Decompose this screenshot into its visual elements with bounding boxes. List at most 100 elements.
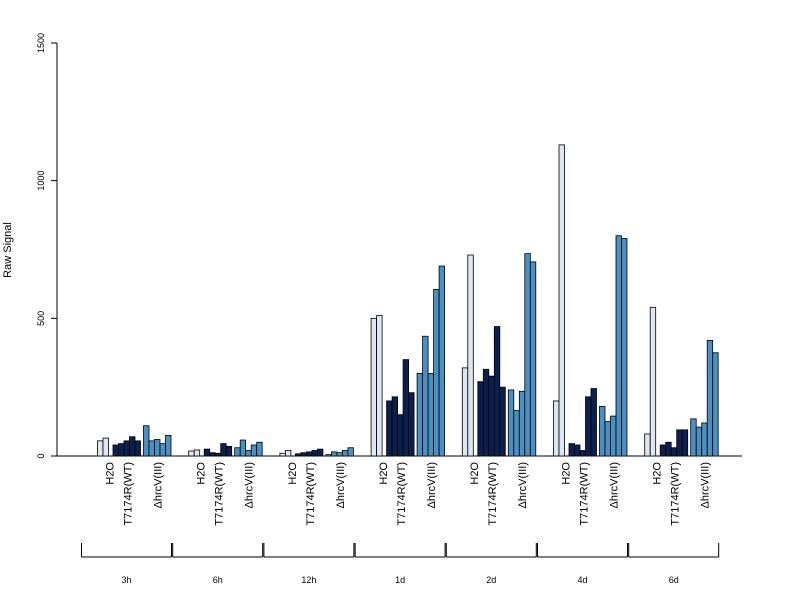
bar-2d-hrcv-1 (507, 389, 515, 457)
bar-3h-h2o-1 (97, 440, 104, 457)
bar-1d-wt-4 (402, 359, 410, 457)
bar-6d-h2o-1 (644, 433, 651, 457)
group-label-6h: 6h (213, 575, 223, 585)
bar-1d-h2o-1 (370, 317, 378, 457)
bar-6d-wt-5 (681, 429, 689, 457)
x-tick-label-hrcv: ΔhrcV(III) (152, 462, 164, 508)
bar-2d-wt-4 (493, 326, 501, 457)
bar-4d-wt-3 (579, 450, 586, 457)
bar-12h-hrcv-2 (330, 451, 338, 457)
group-label-3h: 3h (121, 575, 131, 585)
bar-6h-wt-4 (220, 443, 227, 457)
bar-3h-wt-1 (112, 444, 119, 457)
bar-2d-h2o-2 (467, 254, 474, 457)
x-tick-label-wt: T7174R(WT) (578, 462, 590, 526)
y-tick-label: 0 (36, 453, 46, 458)
bar-2d-wt-1 (477, 381, 484, 457)
bar-6d-hrcv-5 (712, 352, 719, 457)
bar-1d-hrcv-1 (416, 372, 424, 457)
x-tick-label-wt: T7174R(WT) (670, 462, 682, 526)
bar-2d-hrcv-2 (513, 410, 520, 457)
x-tick-label-hrcv: ΔhrcV(III) (426, 462, 438, 508)
x-tick-label-wt: T7174R(WT) (214, 462, 226, 526)
bar-12h-wt-1 (294, 453, 302, 457)
bar-6d-hrcv-4 (706, 339, 714, 457)
bar-12h-h2o-2 (284, 450, 292, 457)
x-tick-label-h2o: H2O (104, 462, 116, 485)
x-tick-label-wt: T7174R(WT) (487, 462, 499, 526)
bar-2d-wt-2 (482, 368, 490, 457)
bar-2d-wt-3 (488, 375, 495, 457)
bar-6d-h2o-2 (649, 306, 657, 457)
bar-4d-wt-4 (585, 396, 592, 457)
bar-4d-wt-5 (590, 388, 597, 457)
x-tick-label-h2o: H2O (560, 462, 572, 485)
bar-3h-h2o-2 (102, 437, 109, 457)
bar-4d-hrcv-5 (621, 238, 628, 457)
bar-3h-hrcv-2 (148, 440, 155, 457)
bar-1d-wt-1 (386, 400, 393, 457)
x-tick-label-h2o: H2O (378, 462, 390, 485)
y-axis-label: Raw Signal (2, 222, 14, 278)
bar-12h-hrcv-4 (341, 450, 349, 457)
bar-12h-hrcv-5 (347, 447, 354, 457)
bar-6h-hrcv-5 (256, 441, 263, 457)
x-tick-label-hrcv: ΔhrcV(III) (517, 462, 529, 508)
bar-3h-hrcv-4 (159, 443, 166, 457)
bar-6h-wt-1 (203, 448, 211, 457)
bar-1d-wt-2 (391, 396, 399, 457)
bar-3h-wt-5 (134, 440, 141, 457)
bar-1d-hrcv-3 (427, 372, 435, 457)
bar-3h-hrcv-1 (143, 425, 150, 457)
bar-4d-hrcv-2 (604, 421, 611, 457)
bar-6d-wt-2 (665, 441, 672, 457)
bar-1d-hrcv-5 (438, 265, 446, 457)
bar-12h-wt-2 (300, 452, 307, 457)
bar-6d-wt-3 (670, 447, 678, 457)
x-tick-label-hrcv: ΔhrcV(III) (244, 462, 256, 508)
x-tick-label-h2o: H2O (652, 462, 664, 485)
bar-1d-hrcv-4 (433, 289, 440, 457)
x-tick-label-hrcv: ΔhrcV(III) (335, 462, 347, 508)
group-label-4d: 4d (577, 575, 587, 585)
bar-3h-wt-4 (129, 436, 136, 457)
bar-6d-hrcv-1 (690, 418, 697, 457)
bar-6h-hrcv-2 (239, 439, 247, 457)
bar-2d-hrcv-3 (518, 390, 526, 457)
group-label-1d: 1d (395, 575, 405, 585)
bar-4d-hrcv-1 (599, 406, 606, 457)
bar-2d-hrcv-5 (529, 261, 537, 457)
bar-6h-hrcv-1 (234, 447, 241, 457)
x-tick-label-wt: T7174R(WT) (122, 462, 134, 526)
bar-12h-wt-3 (305, 451, 313, 457)
bar-3h-hrcv-5 (165, 434, 172, 457)
bar-3h-wt-2 (118, 443, 125, 457)
group-label-6d: 6d (669, 575, 679, 585)
bar-12h-wt-5 (316, 448, 324, 457)
x-tick-label-h2o: H2O (196, 462, 208, 485)
bar-12h-wt-4 (311, 450, 318, 457)
x-tick-label-hrcv: ΔhrcV(III) (700, 462, 712, 508)
y-tick-label: 1500 (36, 33, 46, 53)
bar-6d-hrcv-2 (695, 426, 703, 457)
bar-4d-h2o-2 (558, 144, 565, 457)
bar-6d-hrcv-3 (701, 422, 708, 457)
x-tick-label-wt: T7174R(WT) (396, 462, 408, 526)
bar-6h-wt-2 (209, 452, 216, 457)
bar-4d-wt-2 (574, 444, 581, 457)
bar-4d-hrcv-4 (615, 235, 622, 457)
bar-1d-wt-5 (408, 392, 415, 457)
bar-1d-h2o-2 (376, 315, 383, 457)
bar-6h-hrcv-4 (250, 444, 258, 457)
bar-4d-hrcv-3 (610, 415, 617, 457)
bar-2d-hrcv-4 (524, 253, 531, 457)
group-label-12h: 12h (301, 575, 316, 585)
bar-1d-hrcv-2 (422, 335, 429, 457)
bar-6h-wt-3 (214, 452, 222, 457)
x-tick-label-hrcv: ΔhrcV(III) (608, 462, 620, 508)
bar-3h-wt-3 (123, 440, 130, 457)
bar-4d-h2o-1 (553, 400, 560, 457)
bar-2d-wt-5 (499, 386, 506, 457)
